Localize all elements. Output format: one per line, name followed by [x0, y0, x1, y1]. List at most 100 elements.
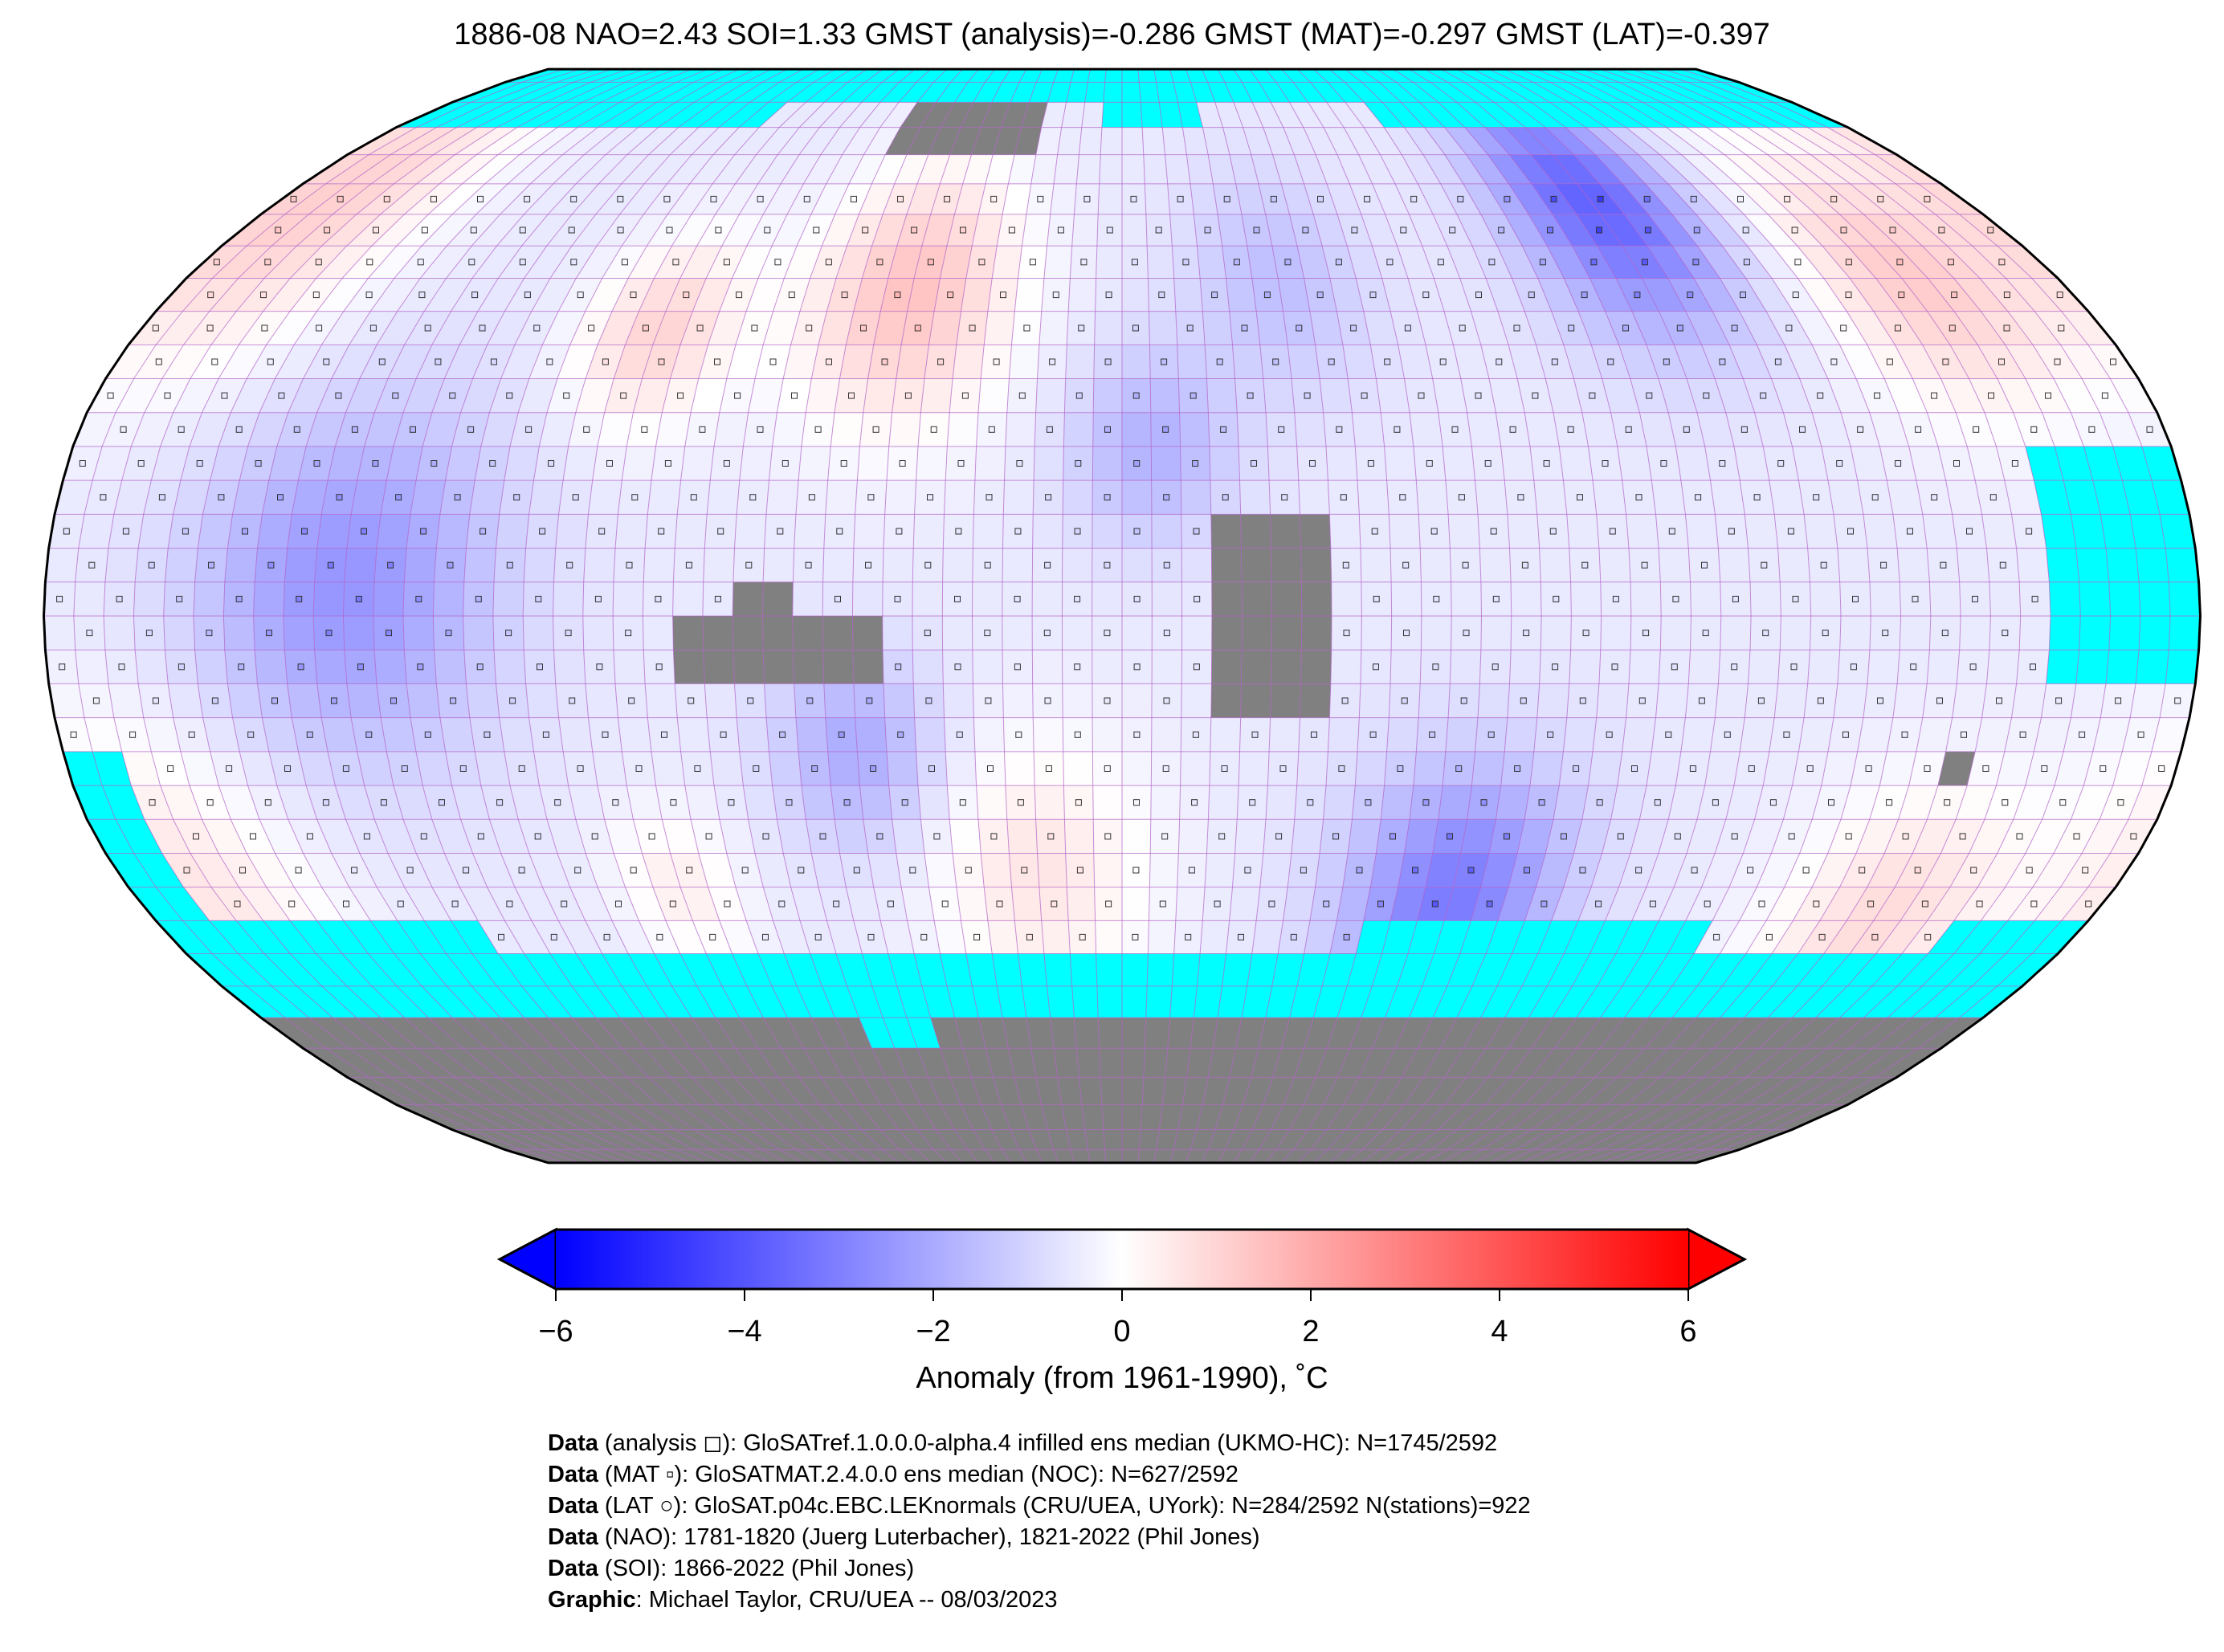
- grid-cell: [1100, 1077, 1122, 1105]
- station-marker: [1475, 392, 1482, 399]
- grid-cell: [1696, 985, 1748, 1018]
- grid-cell: [1226, 278, 1257, 312]
- grid-cell: [194, 581, 225, 616]
- grid-cell: [863, 378, 896, 413]
- grid-cell: [835, 1018, 872, 1049]
- grid-cell: [1359, 683, 1391, 718]
- station-marker: [1724, 731, 1731, 738]
- station-marker: [1343, 933, 1350, 940]
- grid-cell: [618, 1104, 675, 1130]
- grid-cell: [1322, 953, 1357, 986]
- station-marker: [1364, 195, 1371, 202]
- grid-cell: [830, 69, 867, 83]
- grid-cell: [1827, 1018, 1887, 1049]
- station-marker: [1279, 765, 1287, 772]
- grid-cell: [1471, 311, 1509, 345]
- grid-cell: [1283, 127, 1316, 155]
- grid-cell: [645, 683, 678, 718]
- grid-cell: [1686, 1077, 1747, 1105]
- grid-cell: [1062, 616, 1092, 651]
- station-marker: [238, 663, 245, 671]
- grid-cell: [792, 581, 823, 616]
- grid-cell: [1508, 183, 1553, 214]
- station-marker: [1674, 833, 1681, 840]
- station-marker: [840, 460, 847, 467]
- grid-cell: [577, 102, 639, 128]
- grid-cell: [1901, 278, 1954, 312]
- grid-cell: [1237, 412, 1268, 447]
- grid-cell: [1854, 1048, 1919, 1078]
- station-marker: [686, 867, 693, 874]
- grid-cell: [1807, 127, 1875, 155]
- grid-cell: [710, 69, 756, 83]
- grid-cell: [781, 154, 821, 184]
- grid-cell: [1688, 650, 1720, 684]
- station-marker: [927, 259, 934, 266]
- grid-cell: [275, 345, 322, 379]
- grid-cell: [667, 1018, 713, 1049]
- grid-cell: [321, 985, 381, 1018]
- grid-cell: [1327, 1018, 1361, 1049]
- station-marker: [1703, 392, 1710, 399]
- grid-cell: [1139, 1129, 1160, 1150]
- grid-cell: [528, 480, 564, 515]
- grid-cell: [813, 69, 851, 83]
- station-marker: [1238, 933, 1244, 940]
- station-marker: [625, 630, 632, 637]
- station-marker: [1014, 595, 1021, 602]
- grid-cell: [1008, 154, 1036, 184]
- grid-cell: [916, 446, 948, 481]
- grid-cell: [1234, 819, 1266, 854]
- grid-cell: [1235, 183, 1266, 214]
- station-marker: [747, 697, 754, 704]
- grid-cell: [1207, 82, 1234, 103]
- grid-cell: [622, 446, 656, 481]
- grid-cell: [508, 1129, 574, 1150]
- grid-cell: [2054, 378, 2100, 413]
- station-marker: [1106, 226, 1113, 234]
- grid-cell: [1293, 82, 1327, 103]
- grid-cell: [1271, 650, 1302, 684]
- station-marker: [924, 630, 931, 637]
- grid-cell: [987, 920, 1018, 954]
- station-marker: [1074, 731, 1081, 738]
- station-marker: [897, 195, 904, 202]
- grid-cell: [1141, 1104, 1163, 1130]
- grid-cell: [1645, 183, 1696, 214]
- station-marker: [451, 900, 459, 908]
- station-marker: [1133, 528, 1141, 535]
- grid-cell: [954, 1018, 985, 1049]
- grid-cell: [997, 985, 1026, 1018]
- grid-cell: [1687, 819, 1726, 854]
- grid-cell: [739, 1104, 787, 1130]
- station-marker: [392, 392, 399, 399]
- grid-cell: [2019, 616, 2051, 651]
- grid-cell: [704, 683, 737, 718]
- grid-cell: [694, 82, 745, 103]
- grid-cell: [1651, 480, 1686, 515]
- grid-cell: [1897, 246, 1954, 279]
- grid-cell: [1361, 1149, 1397, 1163]
- grid-cell: [370, 278, 421, 312]
- grid-cell: [403, 616, 435, 651]
- station-marker: [1487, 731, 1495, 738]
- station-marker: [1008, 226, 1015, 234]
- grid-cell: [1504, 717, 1537, 752]
- station-marker: [1579, 697, 1586, 704]
- grid-cell: [1573, 1048, 1623, 1078]
- grid-cell: [575, 378, 614, 413]
- grid-cell: [1453, 345, 1489, 379]
- grid-cell: [1232, 345, 1263, 379]
- grid-cell: [420, 246, 472, 279]
- grid-cell: [63, 751, 103, 786]
- grid-cell: [1602, 378, 1640, 413]
- grid-cell: [1784, 345, 1828, 379]
- grid-cell: [1037, 853, 1067, 887]
- station-marker: [235, 426, 243, 433]
- station-marker: [1332, 833, 1340, 840]
- grid-cell: [941, 1104, 973, 1130]
- grid-cell: [880, 920, 915, 954]
- grid-cell: [622, 214, 668, 247]
- station-marker: [2146, 426, 2153, 433]
- grid-cell: [1344, 1077, 1381, 1105]
